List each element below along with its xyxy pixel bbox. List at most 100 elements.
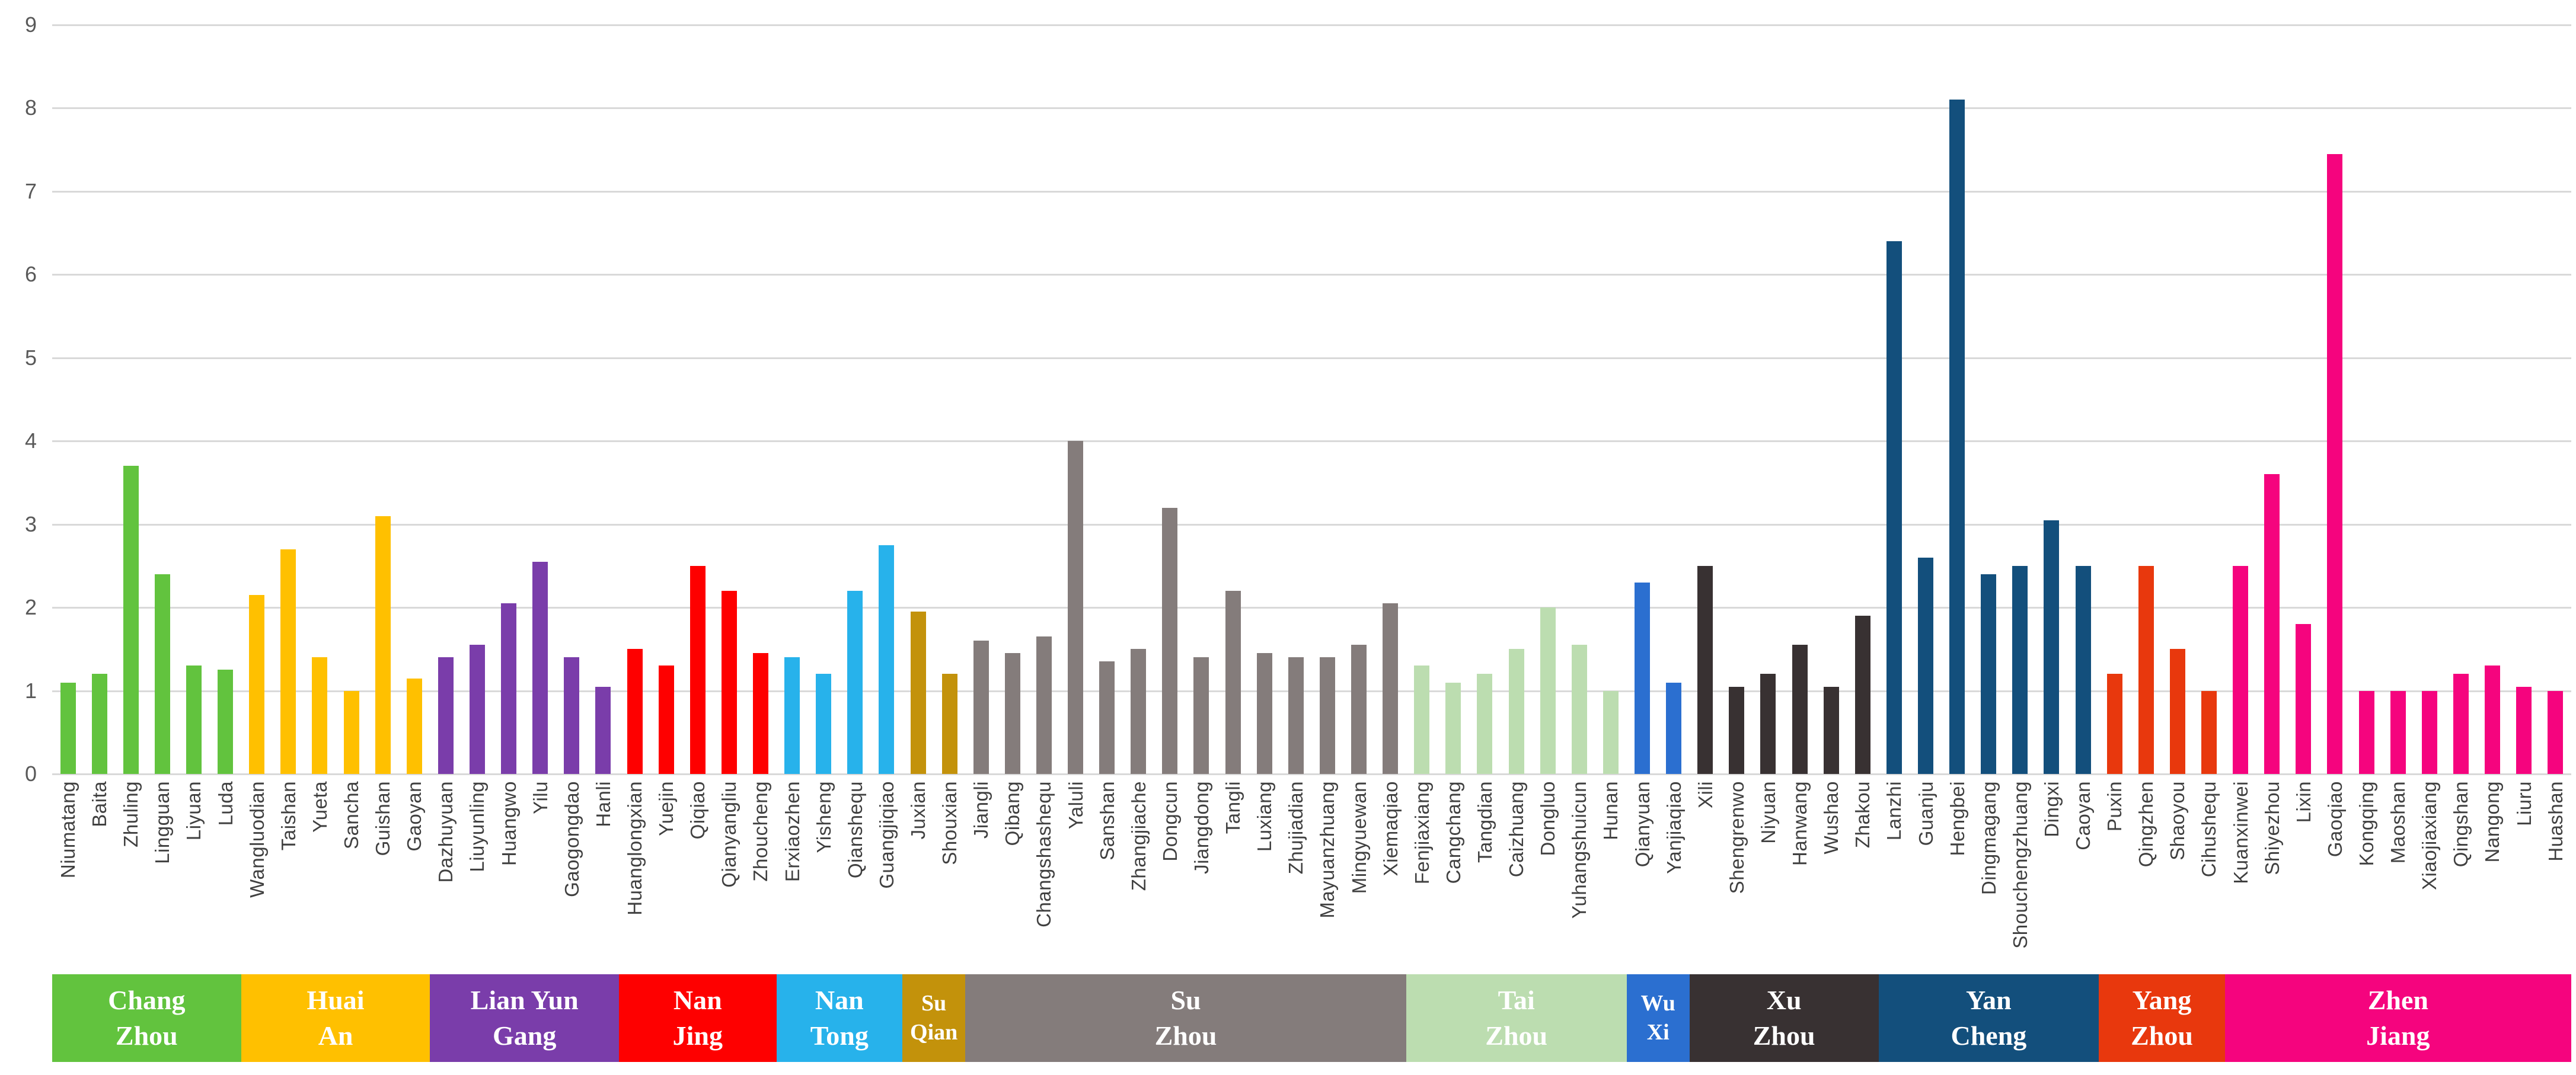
bar-slot: [1280, 25, 1311, 774]
legend-band-label-line: An: [318, 1020, 353, 1051]
x-axis-label: Caoyan: [2072, 781, 2095, 850]
bar-baita: [91, 674, 107, 774]
bar-gaoyan: [406, 678, 422, 774]
x-label-slot: Kuanxinwei: [2225, 781, 2256, 971]
legend-band-label-line: Jing: [672, 1020, 723, 1051]
bar-slot: [1847, 25, 1878, 774]
bar-slot: [2225, 25, 2256, 774]
x-axis-label: Zhujiadian: [1285, 781, 1307, 875]
x-axis-label: Shouxian: [939, 781, 961, 865]
bar-slot: [1532, 25, 1563, 774]
x-axis-label: Fenjiaxiang: [1410, 781, 1433, 885]
bar-slot: [1028, 25, 1059, 774]
bar-slot: [1060, 25, 1091, 774]
legend-band-label-line: Zhou: [1753, 1020, 1815, 1051]
bar-zhangjiache: [1131, 649, 1147, 774]
legend-band-yan-cheng: Yan Cheng: [1878, 974, 2099, 1062]
bar-guishan: [375, 516, 391, 774]
bar-slot: [2540, 25, 2571, 774]
x-label-slot: Shaoyou: [2162, 781, 2193, 971]
x-axis-label: Dongcun: [1158, 781, 1181, 862]
bar-qianshequ: [847, 591, 863, 774]
x-axis-label: Kuanxinwei: [2229, 781, 2252, 884]
bar-slot: [1249, 25, 1280, 774]
x-label-slot: Qibang: [997, 781, 1028, 971]
x-axis-label: Liuyunling: [466, 781, 489, 872]
legend-band-su-zhou: Su Zhou: [965, 974, 1406, 1062]
bar-kongqing: [2358, 690, 2374, 774]
x-axis-label: Huashan: [2544, 781, 2567, 862]
bar-slot: [965, 25, 997, 774]
x-label-slot: Liuyunling: [461, 781, 493, 971]
bar-slot: [84, 25, 115, 774]
x-axis-label: Lixin: [2292, 781, 2315, 823]
bar-slot: [1186, 25, 1217, 774]
bar-liuru: [2516, 686, 2532, 774]
x-axis-label: Hengbei: [1946, 781, 1968, 856]
legend-band-label-line: Jiang: [2366, 1020, 2430, 1051]
bar-qiqiao: [690, 565, 706, 774]
x-axis-label: Cangchang: [1442, 781, 1464, 884]
bar-maoshan: [2390, 690, 2406, 774]
x-label-slot: Xiaojiaxiang: [2414, 781, 2445, 971]
bar-lixin: [2296, 624, 2312, 774]
x-label-slot: Wangluodian: [241, 781, 273, 971]
bar-slot: [2256, 25, 2288, 774]
x-axis-label: Lanzhi: [1883, 781, 1905, 841]
legend-band-label-line: Xu: [1766, 985, 1802, 1016]
legend-band-label-line: Lian Yun: [470, 985, 579, 1016]
y-axis-tick-label: 8: [24, 95, 37, 120]
x-label-slot: Caoyan: [2067, 781, 2099, 971]
x-label-slot: Dingmagang: [1973, 781, 2004, 971]
x-axis-label: Huangwo: [497, 781, 520, 866]
bar-slot: [241, 25, 273, 774]
x-axis-label: Baita: [88, 781, 111, 827]
x-axis-label: Tangdian: [1473, 781, 1496, 863]
x-axis-label: Dazhuyuan: [435, 781, 457, 883]
bar-slot: [1815, 25, 1847, 774]
x-label-slot: Shengrenwo: [1721, 781, 1753, 971]
x-label-slot: Juxian: [902, 781, 934, 971]
x-label-slot: Dongluo: [1532, 781, 1563, 971]
x-axis-label: Yueta: [308, 781, 331, 833]
bar-liyuan: [186, 666, 202, 774]
bar-hanli: [595, 686, 611, 774]
bar-cihushequ: [2201, 690, 2217, 774]
x-axis-label: Sanshan: [1096, 781, 1118, 860]
bar-xili: [1697, 565, 1713, 774]
gridline-1: [52, 690, 2571, 692]
x-label-slot: Gaogongdao: [556, 781, 588, 971]
x-axis-label: Shiyezhou: [2261, 781, 2283, 875]
x-label-slot: Qianyuan: [1626, 781, 1658, 971]
bar-slot: [1626, 25, 1658, 774]
x-label-slot: Zhujiadian: [1280, 781, 1311, 971]
bar-dongcun: [1162, 507, 1178, 774]
x-label-slot: Jiangdong: [1186, 781, 1217, 971]
x-label-slot: Huanglongxian: [619, 781, 650, 971]
legend-band-label-line: Chang: [108, 985, 186, 1016]
x-axis-label: Mayuanzhuang: [1316, 781, 1339, 919]
x-axis-label: Hanwang: [1789, 781, 1811, 866]
legend-band-label-line: Tong: [810, 1020, 869, 1051]
bar-kuanxinwei: [2233, 565, 2249, 774]
bar-dazhuyuan: [438, 657, 454, 774]
legend-band-label-line: Zhen: [2367, 985, 2428, 1016]
x-axis-label: Wangluodian: [245, 781, 268, 898]
bar-erxiaozhen: [784, 657, 800, 774]
bar-zhakou: [1854, 616, 1870, 774]
bar-slot: [1501, 25, 1532, 774]
x-label-slot: Niumatang: [52, 781, 84, 971]
bar-slot: [588, 25, 619, 774]
x-axis-label: Tangli: [1222, 781, 1244, 834]
bar-slot: [808, 25, 839, 774]
gridline-4: [52, 440, 2571, 443]
bar-slot: [2351, 25, 2382, 774]
x-axis-label: Luxiang: [1253, 781, 1276, 852]
bar-yaluli: [1068, 441, 1084, 774]
bar-slot: [1753, 25, 1784, 774]
x-axis-label: Yanjiaqiao: [1662, 781, 1685, 874]
x-axis-label: Shaoyou: [2166, 781, 2189, 860]
bar-xiaojiaxiang: [2421, 690, 2437, 774]
bar-slot: [1217, 25, 1249, 774]
x-label-slot: Hanwang: [1784, 781, 1815, 971]
